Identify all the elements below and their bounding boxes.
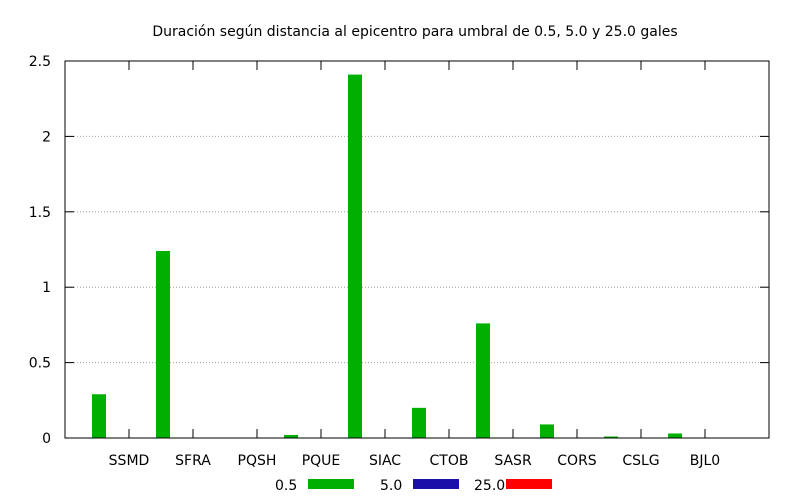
x-tick-label: BJL0	[690, 453, 720, 469]
x-tick-label: SSMD	[109, 453, 150, 469]
legend-label: 0.5	[275, 478, 297, 494]
bar-0.5-ssmd	[92, 394, 106, 438]
grid-lines	[65, 135, 769, 364]
x-tick-label: CTOB	[430, 453, 469, 469]
x-tick-label: SIAC	[369, 453, 401, 469]
x-tick-label: CORS	[557, 453, 597, 469]
bars-group	[92, 74, 682, 439]
chart-title: Duración según distancia al epicentro pa…	[152, 24, 677, 40]
bar-0.5-cslg	[604, 436, 618, 438]
y-tick-label: 1.5	[29, 205, 51, 221]
x-axis: SSMD SFRA PQSH PQUE SIAC CTOB SASR CORS CSLG BJL0	[109, 61, 720, 469]
x-tick-label: SASR	[494, 453, 532, 469]
x-tick-label: CSLG	[622, 453, 659, 469]
plot-frame	[64, 60, 770, 439]
bar-0.5-sfra	[156, 251, 170, 438]
y-tick-label: 1	[42, 280, 51, 296]
bar-0.5-cors	[540, 424, 554, 438]
x-tick-label: SFRA	[175, 453, 211, 469]
legend-swatch	[506, 479, 552, 489]
y-tick-label: 0.5	[29, 356, 51, 372]
y-tick-label: 0	[42, 431, 51, 447]
bar-0.5-ctob	[412, 407, 426, 438]
y-tick-label: 2	[42, 129, 51, 145]
x-tick-label: PQUE	[302, 453, 341, 469]
bar-0.5-pque	[284, 434, 298, 438]
y-tick-label: 2.5	[29, 54, 51, 70]
bar-0.5-bjl0	[668, 433, 682, 438]
legend-swatch	[308, 479, 354, 489]
bar-0.5-sasr	[476, 323, 490, 438]
x-tick-label: PQSH	[238, 453, 277, 469]
legend-label: 25.0	[474, 478, 505, 494]
legend-swatch	[413, 479, 459, 489]
legend: 0.5 5.0 25.0	[275, 478, 552, 494]
bar-0.5-siac	[348, 74, 362, 439]
y-axis: 0 0.5 1 1.5 2 2.5	[29, 54, 769, 447]
legend-label: 5.0	[380, 478, 402, 494]
